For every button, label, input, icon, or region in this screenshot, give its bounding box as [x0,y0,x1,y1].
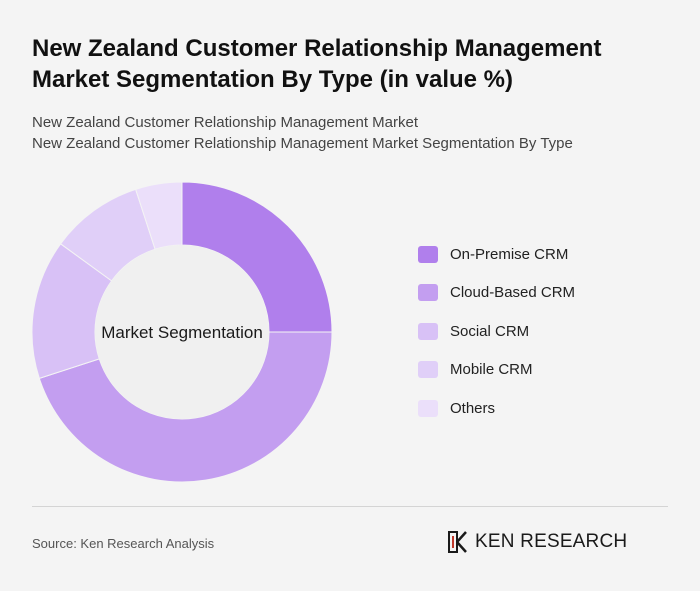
legend-swatch [418,399,438,417]
chart-title: New Zealand Customer Relationship Manage… [32,33,672,95]
legend-label: Mobile CRM [450,361,533,378]
chart-legend: On-Premise CRM Cloud-Based CRM Social CRM M… [418,244,575,437]
donut-center-label: Market Segmentation [101,323,263,342]
chart-title-line2: Market Segmentation By Type (in value %) [32,66,513,93]
ken-research-logo-icon [448,531,467,553]
legend-item: Social CRM [418,321,575,341]
legend-swatch [418,361,438,378]
donut-hole [95,245,269,419]
legend-label: Others [450,399,496,417]
logo-text: KEN RESEARCH [475,531,628,552]
legend-item: Cloud-Based CRM [418,283,575,303]
chart-subtitle-1: New Zealand Customer Relationship Manage… [32,114,419,131]
legend-label: On-Premise CRM [450,245,569,263]
legend-label: Cloud-Based CRM [450,284,576,301]
legend-swatch [418,284,438,301]
legend-item: Mobile CRM [418,360,575,380]
legend-item: On-Premise CRM [418,244,575,264]
legend-item: Others [418,398,575,418]
chart-subtitle-2: New Zealand Customer Relationship Manage… [32,135,573,152]
legend-label: Social CRM [450,322,530,340]
ken-research-logo: KEN RESEARCH [447,530,627,554]
legend-swatch [418,245,438,263]
chart-title-line1: New Zealand Customer Relationship Manage… [32,35,602,62]
footer-divider [32,506,668,507]
legend-swatch [418,322,438,340]
source-note: Source: Ken Research Analysis [32,536,215,551]
